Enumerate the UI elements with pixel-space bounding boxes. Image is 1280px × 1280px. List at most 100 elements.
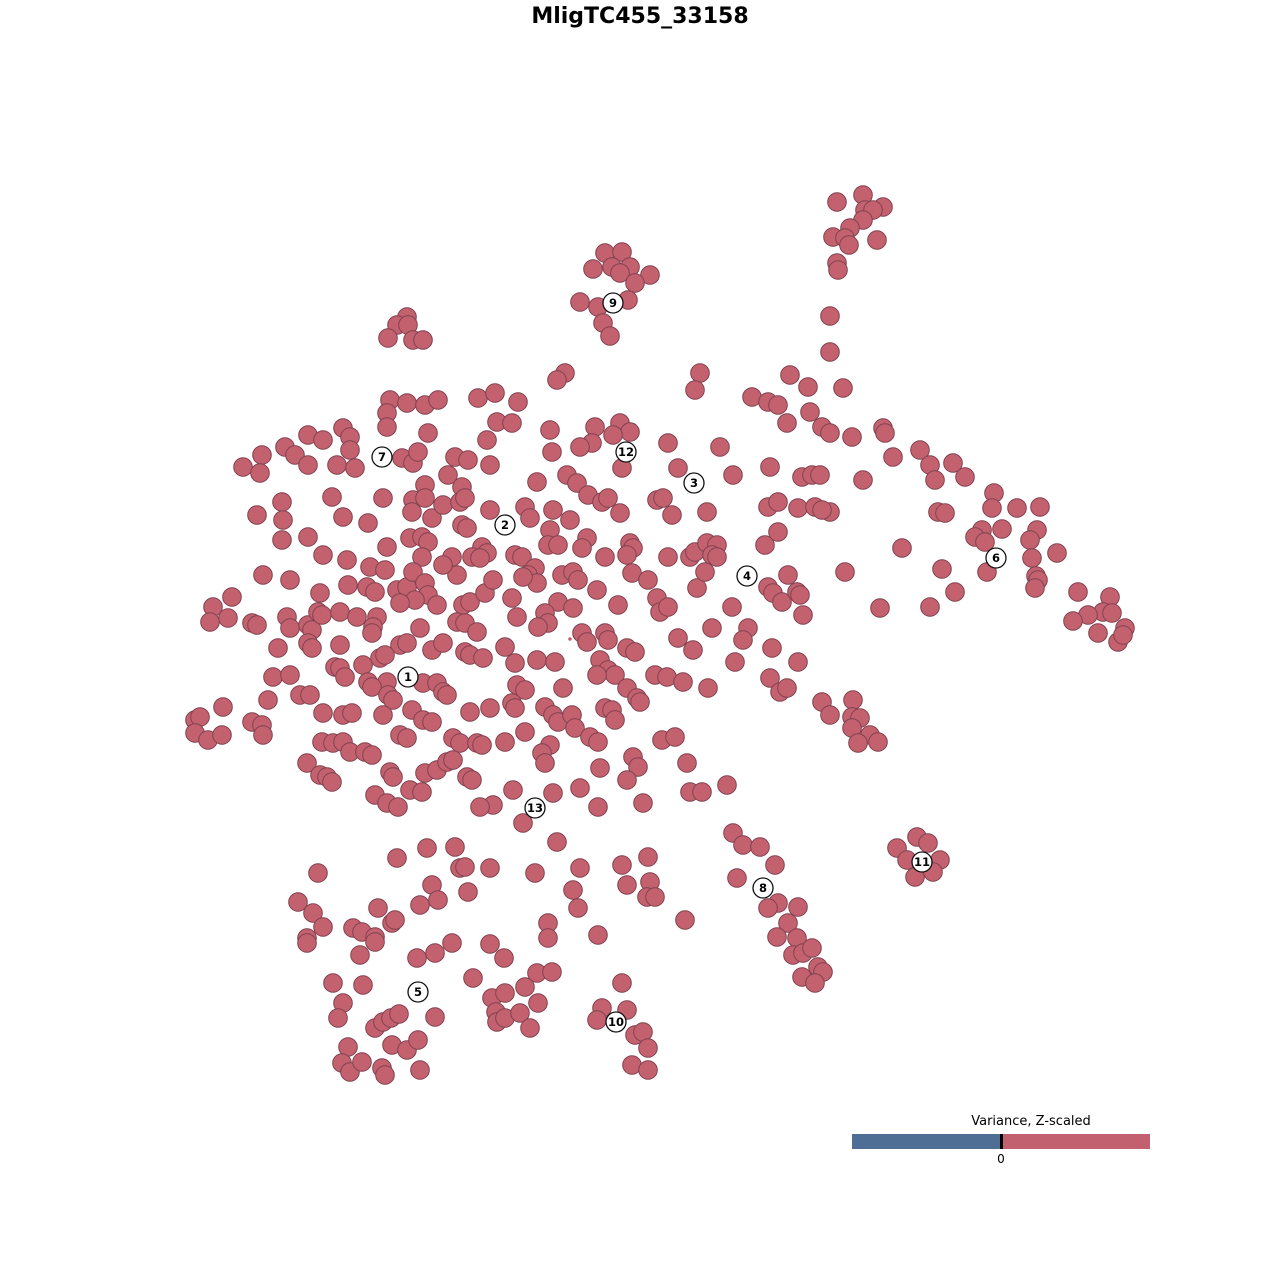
data-point xyxy=(467,622,487,642)
cluster-label: 11 xyxy=(911,851,933,873)
data-point xyxy=(992,519,1012,539)
data-point xyxy=(710,437,730,457)
data-point xyxy=(437,685,457,705)
data-point xyxy=(608,595,628,615)
data-point xyxy=(1020,530,1040,550)
data-point xyxy=(250,463,270,483)
data-point xyxy=(553,678,573,698)
cluster-label-number: 7 xyxy=(378,450,386,464)
data-point xyxy=(653,488,673,508)
data-point xyxy=(780,365,800,385)
data-point xyxy=(690,363,710,383)
data-point xyxy=(570,437,590,457)
data-point xyxy=(385,910,405,930)
data-point xyxy=(625,273,645,293)
data-point xyxy=(297,753,317,773)
data-point xyxy=(457,518,477,538)
data-point xyxy=(342,703,362,723)
data-point xyxy=(247,615,267,635)
legend: Variance, Z-scaled 0 xyxy=(852,1112,1150,1172)
data-point xyxy=(368,898,388,918)
data-point xyxy=(377,417,397,437)
data-point xyxy=(587,580,607,600)
data-point xyxy=(892,538,912,558)
data-point xyxy=(495,732,515,752)
data-point xyxy=(955,467,975,487)
data-point xyxy=(428,890,448,910)
data-point xyxy=(833,378,853,398)
cluster-label-circle xyxy=(615,441,637,463)
data-point xyxy=(397,393,417,413)
data-point xyxy=(588,732,608,752)
data-point xyxy=(408,442,428,462)
data-point xyxy=(212,725,232,745)
data-point xyxy=(253,565,273,585)
data-point xyxy=(673,672,693,692)
data-point xyxy=(943,453,963,473)
data-point xyxy=(495,637,515,657)
data-point xyxy=(253,725,273,745)
data-point xyxy=(377,537,397,557)
data-point xyxy=(810,465,830,485)
cluster-label-number: 3 xyxy=(690,476,698,490)
data-point xyxy=(252,445,272,465)
data-point xyxy=(910,440,930,460)
data-point xyxy=(297,933,317,953)
cluster-label-circle xyxy=(736,565,758,587)
data-point xyxy=(272,492,292,512)
data-point xyxy=(620,422,640,442)
data-point xyxy=(587,665,607,685)
cluster-label: 6 xyxy=(985,547,1007,569)
data-point xyxy=(373,488,393,508)
cluster-label: 3 xyxy=(683,472,705,494)
data-point xyxy=(727,868,747,888)
data-point xyxy=(925,470,945,490)
data-point xyxy=(767,927,787,947)
data-point xyxy=(612,242,632,262)
data-point xyxy=(788,897,808,917)
data-point xyxy=(397,728,417,748)
data-point xyxy=(520,508,540,528)
data-point xyxy=(935,503,955,523)
data-point xyxy=(758,898,778,918)
data-point xyxy=(433,633,453,653)
cluster-label: 13 xyxy=(524,797,546,819)
data-point xyxy=(695,562,715,582)
data-point xyxy=(515,722,535,742)
cluster-label-circle xyxy=(397,666,419,688)
data-point xyxy=(658,597,678,617)
data-point xyxy=(350,945,370,965)
data-point xyxy=(308,863,328,883)
data-point xyxy=(480,698,500,718)
data-point xyxy=(540,420,560,440)
data-point xyxy=(625,642,645,662)
data-point xyxy=(617,545,637,565)
data-point xyxy=(645,887,665,907)
data-point xyxy=(495,983,515,1003)
data-point xyxy=(1022,548,1042,568)
data-point xyxy=(1113,625,1133,645)
data-point xyxy=(365,932,385,952)
data-point xyxy=(460,592,480,612)
data-point xyxy=(585,417,605,437)
data-point xyxy=(418,423,438,443)
data-point xyxy=(778,565,798,585)
data-point xyxy=(1030,497,1050,517)
data-point xyxy=(1088,623,1108,643)
data-point xyxy=(528,617,548,637)
data-point xyxy=(563,598,583,618)
data-point xyxy=(868,732,888,752)
data-point xyxy=(638,570,658,590)
data-point xyxy=(280,618,300,638)
data-point xyxy=(630,692,650,712)
cluster-label-circle xyxy=(407,981,429,1003)
cluster-label-number: 10 xyxy=(608,1015,624,1029)
data-point xyxy=(800,402,820,422)
cluster-label-number: 12 xyxy=(618,445,634,459)
data-point xyxy=(412,782,432,802)
cluster-label-number: 11 xyxy=(914,855,930,869)
data-point xyxy=(462,770,482,790)
data-point xyxy=(658,547,678,567)
legend-zero-tick xyxy=(1000,1134,1003,1149)
data-point xyxy=(677,753,697,773)
